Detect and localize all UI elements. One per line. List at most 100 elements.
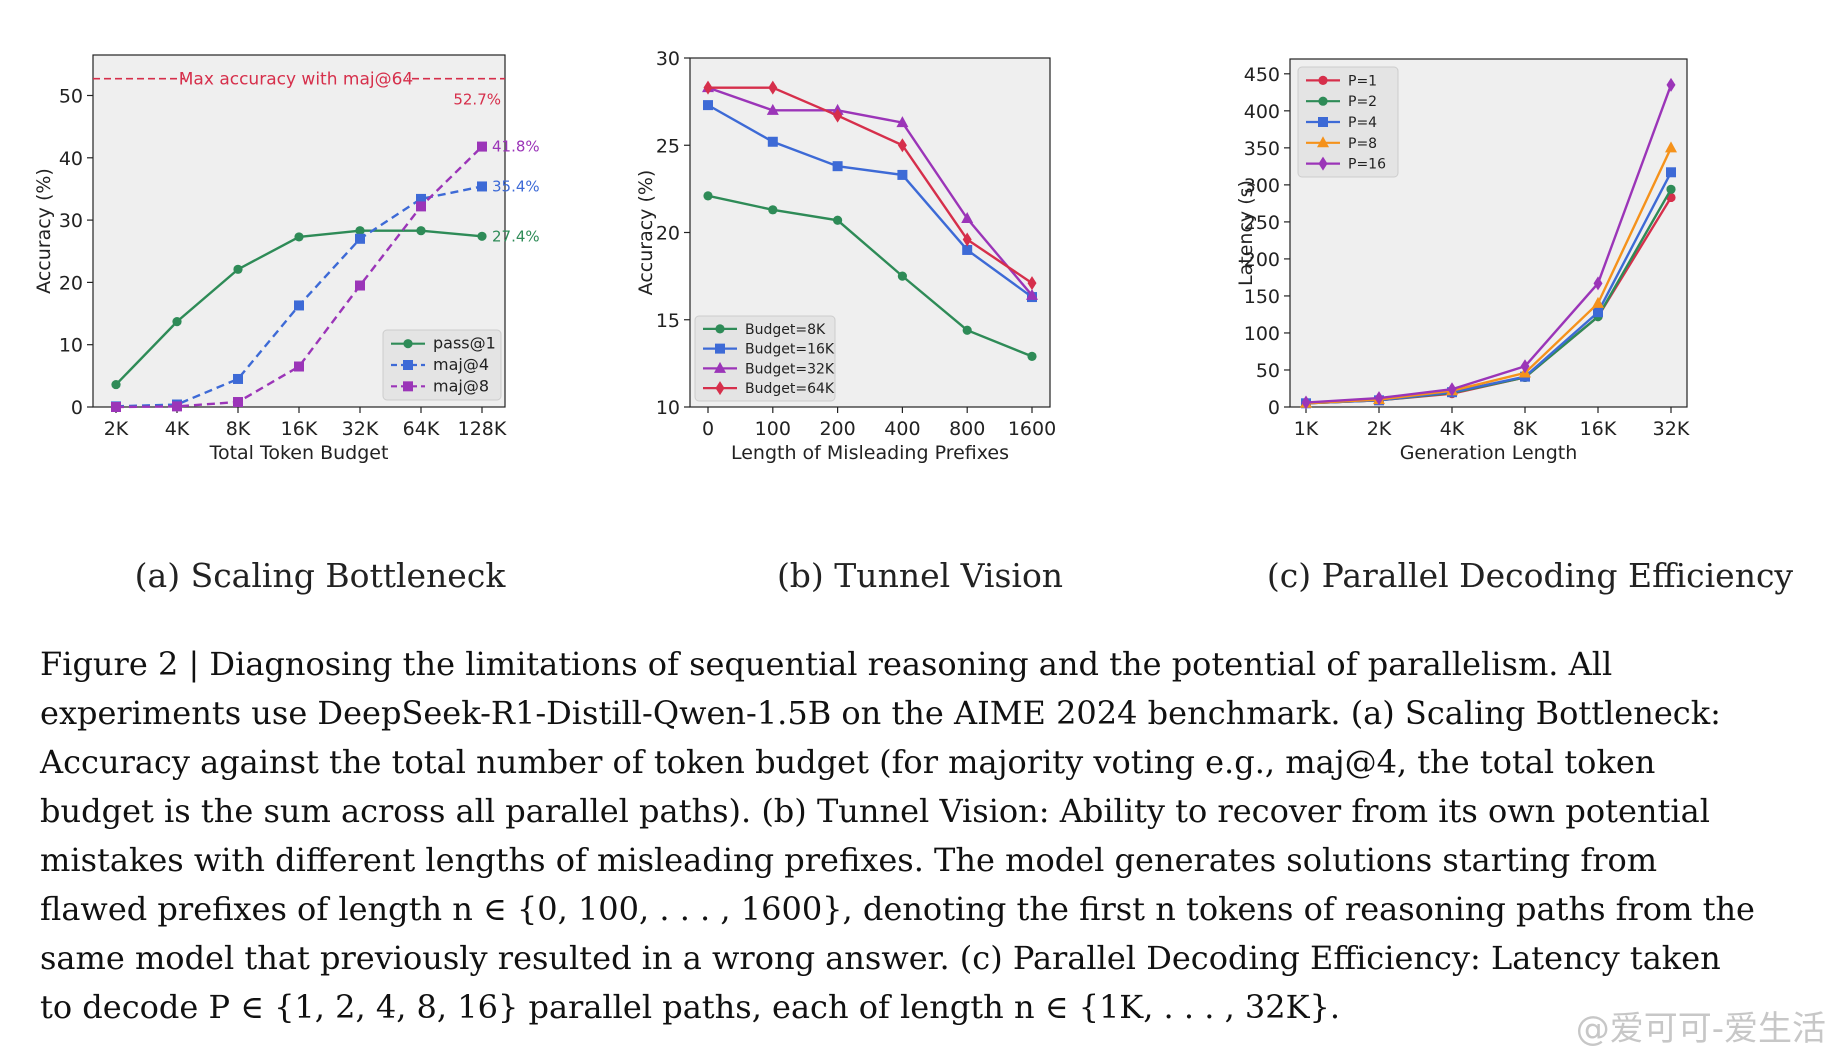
y-tick-label: 300 — [1244, 175, 1280, 197]
x-tick-label: 16K — [1580, 418, 1617, 440]
data-point — [477, 231, 487, 241]
series-end-label: 27.4% — [492, 227, 540, 245]
caption-line: flawed prefixes of length n ∈ {0, 100, .… — [40, 885, 1815, 934]
caption-text: experiments use DeepSeek-R1-Distill-Qwen… — [40, 694, 1721, 732]
series-end-label: 41.8% — [492, 138, 540, 156]
x-tick-label: 16K — [281, 418, 318, 440]
data-point — [961, 212, 974, 224]
data-point — [111, 379, 121, 390]
data-point — [355, 280, 365, 291]
x-tick-label: 32K — [1653, 418, 1690, 440]
subcaption-c: (c) Parallel Decoding Efficiency — [1266, 556, 1794, 595]
data-point — [416, 193, 426, 204]
caption-text: flawed prefixes of length n ∈ {0, 100, .… — [40, 890, 1755, 928]
legend-marker — [1318, 117, 1328, 127]
caption-line: same model that previously resulted in a… — [40, 934, 1815, 983]
data-point — [416, 226, 426, 236]
y-tick-label: 20 — [59, 272, 83, 294]
data-point — [703, 100, 713, 111]
caption-line: Accuracy against the total number of tok… — [40, 738, 1815, 787]
data-point — [294, 300, 304, 311]
data-point — [294, 232, 304, 242]
data-point — [896, 116, 909, 128]
subcaption-a: (a) Scaling Bottleneck — [134, 556, 506, 595]
legend-label: P=8 — [1348, 136, 1377, 152]
legend-label: P=1 — [1348, 73, 1377, 89]
data-point — [1665, 141, 1677, 153]
x-tick-label: 1600 — [1008, 418, 1056, 440]
data-point — [897, 271, 907, 281]
chart-scaling-bottleneck: 0 10 20 30 40 50 2K 4K 8K 16K 32K 64K 128K Total Toke… — [28, 50, 608, 540]
data-point — [1447, 382, 1457, 397]
legend-marker — [403, 360, 413, 370]
legend-marker — [1318, 156, 1328, 171]
legend-label: P=4 — [1348, 115, 1377, 131]
data-point — [1301, 395, 1311, 410]
y-tick-label: 100 — [1244, 323, 1280, 345]
caption-text: to decode P ∈ {1, 2, 4, 8, 16} parallel … — [40, 988, 1341, 1026]
y-tick-label: 30 — [656, 50, 680, 70]
series-line — [708, 86, 1033, 285]
legend-label: P=16 — [1348, 157, 1386, 173]
y-tick-label: 150 — [1244, 286, 1280, 308]
data-point — [416, 201, 426, 212]
x-tick-label: 1K — [1294, 418, 1319, 440]
data-point — [355, 233, 365, 244]
data-point — [962, 244, 973, 255]
data-point — [233, 264, 243, 274]
legend-marker — [1317, 136, 1329, 148]
data-point — [294, 361, 304, 372]
data-point — [477, 141, 487, 152]
y-tick-label: 50 — [1256, 360, 1280, 382]
data-point — [477, 181, 487, 192]
caption-line: Figure 2 | Diagnosing the limitations of… — [40, 640, 1815, 689]
data-point — [766, 103, 779, 115]
data-point — [1593, 307, 1603, 318]
x-axis-label: Total Token Budget — [209, 442, 389, 464]
caption-line: experiments use DeepSeek-R1-Distill-Qwen… — [40, 689, 1815, 738]
y-tick-label: 450 — [1244, 64, 1280, 86]
legend-label: Budget=32K — [745, 361, 835, 377]
legend-label: maj@4 — [433, 355, 489, 374]
series-line — [707, 194, 1033, 358]
y-tick-label: 200 — [1244, 249, 1280, 271]
y-tick-label: 25 — [656, 135, 680, 157]
caption-text: mistakes with different lengths of misle… — [40, 841, 1658, 879]
chart-svg: 0 50 100 150 200 250 300 350 400 450 1K 2K 4K 8K 16K 32… — [1235, 58, 1690, 464]
x-tick-label: 400 — [884, 418, 920, 440]
x-tick-label: 0 — [702, 418, 714, 440]
series-end-label: 35.4% — [492, 177, 540, 195]
chart-svg: 0 10 20 30 40 50 2K 4K 8K 16K 32K 64K 128K Total Toke… — [33, 54, 540, 464]
x-tick-label: 2K — [1367, 418, 1392, 440]
legend-marker — [1318, 96, 1328, 106]
series-line — [707, 86, 1033, 297]
legend — [694, 315, 836, 402]
legend — [1297, 66, 1399, 178]
chart-parallel-decoding: 0 50 100 150 200 250 300 350 400 450 1K 2K 4K 8K 16K 32… — [1230, 50, 1830, 540]
x-tick-label: 64K — [403, 418, 440, 440]
y-tick-label: 40 — [59, 148, 83, 170]
legend-label: P=2 — [1348, 94, 1377, 110]
y-tick-label: 50 — [59, 85, 83, 107]
y-tick-label: 0 — [71, 397, 83, 419]
legend-marker — [403, 381, 413, 392]
data-point — [1666, 184, 1676, 194]
watermark: @爱可可-爱生活 — [1575, 1009, 1826, 1049]
x-tick-label: 800 — [949, 418, 985, 440]
series-line — [707, 104, 1033, 299]
legend-marker — [403, 339, 413, 349]
data-point — [768, 205, 778, 215]
x-axis-label: Generation Length — [1400, 442, 1578, 464]
y-tick-label: 350 — [1244, 138, 1280, 160]
legend-label: Budget=16K — [745, 342, 835, 358]
data-point — [355, 226, 365, 236]
data-point — [172, 317, 182, 327]
data-point — [767, 136, 778, 147]
data-point — [833, 215, 843, 225]
legend-marker — [1318, 75, 1328, 85]
x-tick-label: 200 — [819, 418, 855, 440]
x-tick-label: 4K — [165, 418, 190, 440]
chart-tunnel-vision: 10 15 20 25 30 0 100 200 400 800 1600 Length of Mis… — [630, 48, 1210, 540]
x-tick-label: 128K — [458, 418, 507, 440]
data-point — [1666, 77, 1676, 92]
